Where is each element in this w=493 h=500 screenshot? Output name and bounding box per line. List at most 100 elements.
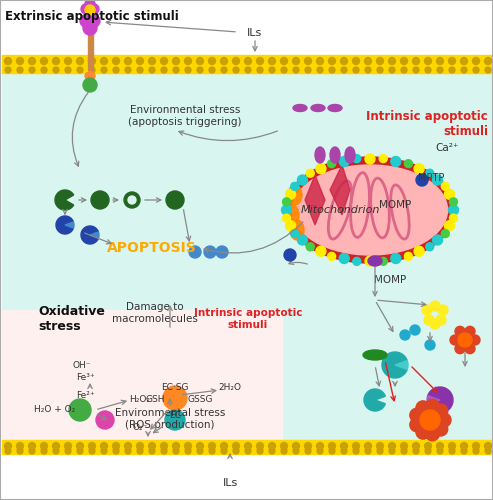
Circle shape bbox=[353, 448, 359, 454]
Ellipse shape bbox=[315, 147, 325, 163]
Circle shape bbox=[4, 58, 11, 64]
Ellipse shape bbox=[368, 256, 382, 266]
Circle shape bbox=[269, 442, 276, 450]
Circle shape bbox=[365, 67, 371, 73]
Circle shape bbox=[414, 164, 424, 173]
Circle shape bbox=[460, 442, 467, 450]
Circle shape bbox=[41, 448, 47, 454]
Circle shape bbox=[40, 58, 47, 64]
Bar bbox=[2, 67, 491, 73]
Circle shape bbox=[161, 448, 167, 454]
Circle shape bbox=[163, 386, 187, 410]
Circle shape bbox=[269, 448, 275, 454]
Circle shape bbox=[125, 442, 132, 450]
Ellipse shape bbox=[330, 147, 340, 163]
Circle shape bbox=[424, 58, 431, 64]
Circle shape bbox=[339, 254, 349, 264]
Circle shape bbox=[5, 448, 11, 454]
Circle shape bbox=[305, 58, 312, 64]
Circle shape bbox=[53, 67, 59, 73]
Circle shape bbox=[449, 448, 455, 454]
Circle shape bbox=[306, 243, 314, 251]
Circle shape bbox=[137, 67, 143, 73]
Circle shape bbox=[292, 442, 300, 450]
Circle shape bbox=[5, 67, 11, 73]
Circle shape bbox=[76, 58, 83, 64]
Circle shape bbox=[137, 58, 143, 64]
Text: O₂⁻: O₂⁻ bbox=[132, 424, 148, 432]
Circle shape bbox=[282, 214, 290, 222]
Circle shape bbox=[89, 67, 95, 73]
Circle shape bbox=[284, 249, 296, 261]
Circle shape bbox=[112, 442, 119, 450]
Wedge shape bbox=[427, 396, 440, 404]
Circle shape bbox=[257, 448, 263, 454]
Circle shape bbox=[293, 448, 299, 454]
Circle shape bbox=[353, 154, 361, 162]
Circle shape bbox=[339, 156, 349, 166]
Circle shape bbox=[425, 340, 435, 350]
Circle shape bbox=[341, 448, 347, 454]
Circle shape bbox=[80, 15, 92, 27]
Circle shape bbox=[485, 442, 492, 450]
Circle shape bbox=[69, 399, 91, 421]
Circle shape bbox=[81, 4, 91, 14]
Circle shape bbox=[282, 198, 290, 206]
Circle shape bbox=[101, 442, 107, 450]
Text: EC: EC bbox=[169, 410, 181, 420]
Circle shape bbox=[449, 442, 456, 450]
Circle shape bbox=[430, 319, 440, 329]
Circle shape bbox=[256, 58, 263, 64]
Circle shape bbox=[437, 413, 451, 427]
Circle shape bbox=[76, 442, 83, 450]
Circle shape bbox=[204, 246, 216, 258]
Bar bbox=[0, 0, 493, 55]
Circle shape bbox=[173, 58, 179, 64]
Circle shape bbox=[424, 442, 431, 450]
Circle shape bbox=[209, 67, 215, 73]
Wedge shape bbox=[364, 389, 386, 411]
Circle shape bbox=[101, 58, 107, 64]
Circle shape bbox=[416, 425, 430, 439]
Circle shape bbox=[465, 326, 475, 336]
Circle shape bbox=[389, 67, 395, 73]
Circle shape bbox=[166, 191, 184, 209]
Circle shape bbox=[197, 67, 203, 73]
Ellipse shape bbox=[345, 147, 355, 163]
Circle shape bbox=[365, 256, 375, 266]
Text: Intrinsic apoptotic
stimuli: Intrinsic apoptotic stimuli bbox=[366, 110, 488, 138]
Circle shape bbox=[220, 442, 227, 450]
Circle shape bbox=[379, 154, 387, 162]
Circle shape bbox=[220, 58, 227, 64]
Circle shape bbox=[137, 448, 143, 454]
Circle shape bbox=[84, 9, 96, 21]
Circle shape bbox=[173, 448, 179, 454]
Circle shape bbox=[297, 175, 308, 185]
Circle shape bbox=[455, 344, 465, 353]
Circle shape bbox=[316, 246, 326, 256]
Text: ILs: ILs bbox=[247, 28, 263, 38]
Circle shape bbox=[426, 169, 434, 177]
Text: Mitochondrion: Mitochondrion bbox=[300, 205, 380, 215]
Text: Ca²⁺: Ca²⁺ bbox=[435, 143, 458, 153]
Circle shape bbox=[470, 335, 480, 345]
Text: H₂O + O₂: H₂O + O₂ bbox=[35, 406, 75, 414]
Text: ILs: ILs bbox=[222, 478, 238, 488]
Circle shape bbox=[41, 67, 47, 73]
Polygon shape bbox=[330, 165, 350, 215]
Circle shape bbox=[377, 448, 383, 454]
Circle shape bbox=[377, 67, 383, 73]
Circle shape bbox=[221, 448, 227, 454]
Circle shape bbox=[410, 325, 420, 335]
Ellipse shape bbox=[284, 157, 456, 263]
Circle shape bbox=[269, 58, 276, 64]
Circle shape bbox=[404, 252, 412, 260]
Circle shape bbox=[441, 230, 449, 237]
Wedge shape bbox=[382, 352, 407, 378]
Ellipse shape bbox=[290, 220, 304, 240]
Bar bbox=[2, 60, 491, 440]
Circle shape bbox=[285, 189, 296, 199]
Circle shape bbox=[328, 252, 336, 260]
Circle shape bbox=[89, 448, 95, 454]
Text: Environmental stress
(apoptosis triggering): Environmental stress (apoptosis triggeri… bbox=[128, 105, 242, 126]
